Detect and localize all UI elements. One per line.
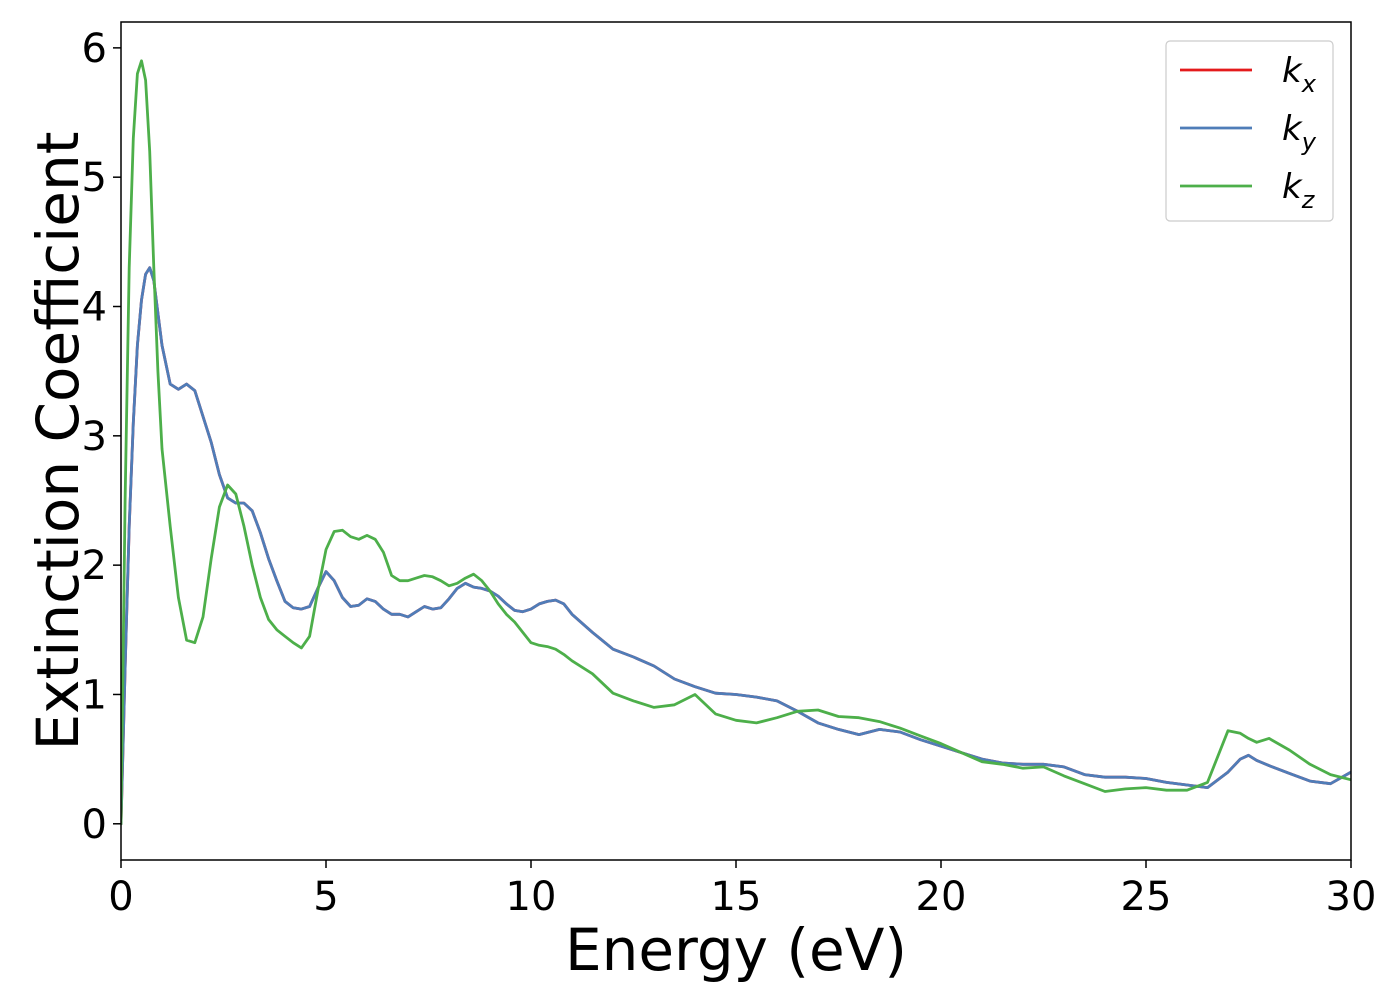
legend-box: [1165, 40, 1334, 222]
y-tick-label: 3: [82, 414, 107, 460]
x-tick-label: 15: [711, 874, 762, 920]
x-tick-label: 10: [506, 874, 557, 920]
legend-label-subscript: y: [1301, 128, 1317, 156]
legend-label-y: ky: [1282, 109, 1317, 156]
legend-label-base: k: [1282, 109, 1303, 149]
x-tick-label: 5: [313, 874, 338, 920]
y-axis-ticks: 0 1 2 3 4 5 6: [82, 26, 121, 848]
y-tick-label: 1: [82, 672, 107, 718]
x-axis-ticks: 0 5 10 15 20 25 30: [108, 860, 1376, 920]
legend-label-base: k: [1282, 51, 1303, 91]
x-axis-title: Energy (eV): [565, 916, 907, 984]
legend-label-base: k: [1282, 167, 1303, 207]
x-tick-label: 20: [916, 874, 967, 920]
series-layer: [121, 59, 1351, 826]
x-tick-label: 0: [108, 874, 133, 920]
legend-label-subscript: x: [1301, 70, 1317, 98]
x-tick-label: 30: [1326, 874, 1377, 920]
series-line-z: [121, 59, 1351, 826]
y-tick-label: 4: [82, 285, 107, 331]
x-tick-label: 25: [1121, 874, 1172, 920]
y-tick-label: 6: [82, 26, 107, 72]
legend-label-subscript: z: [1301, 186, 1316, 214]
y-tick-label: 5: [82, 155, 107, 201]
y-tick-label: 0: [82, 802, 107, 848]
y-tick-label: 2: [82, 543, 107, 589]
y-axis-title: Extinction Coefficient: [24, 132, 92, 751]
legend-label-x: kx: [1282, 51, 1317, 98]
legend-label-z: kz: [1282, 167, 1316, 214]
